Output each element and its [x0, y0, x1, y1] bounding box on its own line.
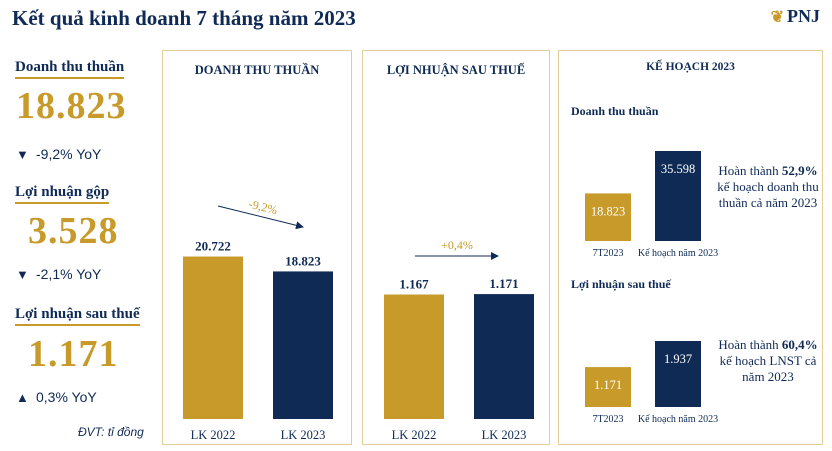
plan-net-profit-note: Hoàn thành 60,4% kế hoạch LNST cả năm 20…: [718, 337, 818, 384]
bar-value-label: 1.171: [594, 378, 622, 392]
bar: [474, 294, 534, 419]
brand-logo: ❦ PNJ: [771, 6, 820, 27]
category-label: 7T2023: [592, 414, 623, 425]
plan-revenue-title: Doanh thu thuần: [571, 104, 659, 118]
kpi-label-revenue: Doanh thu thuần: [15, 59, 125, 79]
plan-panel: KẾ HOẠCH 2023 Doanh thu thuần 18.823 7T20…: [558, 50, 823, 445]
kpi-change-gross-profit: ▼ -2,1% YoY: [16, 266, 102, 282]
category-label: 7T2023: [592, 248, 623, 259]
change-label: +0,4%: [441, 238, 473, 252]
bar: [655, 341, 701, 407]
bar-value-label: 1.937: [664, 352, 692, 366]
plan-net-profit-chart: 1.171 7T2023 1.937 Kế hoạch năm 2023: [585, 341, 718, 425]
bar-value-label: 18.823: [285, 253, 321, 268]
category-label: LK 2022: [191, 428, 236, 442]
change-label: -9,2%: [247, 197, 279, 218]
bar-value-label: 1.171: [489, 276, 518, 291]
down-triangle-icon: ▼: [16, 147, 29, 162]
category-label: LK 2023: [281, 428, 326, 442]
bar-value-label: 1.167: [399, 277, 429, 292]
kpi-label-net-profit: Lợi nhuận sau thuế: [15, 306, 140, 326]
plan-revenue-chart: 18.823 7T2023 35.598 Kế hoạch năm 2023: [585, 151, 718, 259]
down-triangle-icon: ▼: [16, 267, 29, 282]
kpi-column: Doanh thu thuần 18.823 ▼ -9,2% YoY Lợi nh…: [0, 50, 160, 445]
change-arrow: [217, 205, 304, 230]
bar: [655, 151, 701, 241]
net-profit-chart: +0,4% 1.167 LK 2022 1.171 LK 2023: [384, 238, 534, 442]
category-label: LK 2023: [482, 428, 527, 442]
kpi-change-net-profit: ▲ 0,3% YoY: [16, 389, 97, 405]
bar: [183, 256, 243, 419]
bar: [273, 271, 333, 419]
bar-value-label: 20.722: [195, 239, 231, 254]
revenue-panel-title: DOANH THU THUẦN: [194, 63, 320, 77]
kpi-value-net-profit: 1.171: [28, 333, 119, 375]
kpi-change-revenue: ▼ -9,2% YoY: [16, 146, 102, 162]
bar: [585, 193, 631, 241]
net-profit-panel: LỢI NHUẬN SAU THUẾ +0,4% 1.167 LK 2022 1.1…: [362, 50, 550, 445]
pnj-leaf-icon: ❦: [770, 8, 784, 26]
plan-panel-title: KẾ HOẠCH 2023: [646, 61, 735, 73]
category-label: LK 2022: [392, 428, 437, 442]
net-profit-panel-title: LỢI NHUẬN SAU THUẾ: [386, 63, 526, 77]
plan-revenue-note: Hoàn thành 52,9% kế hoạch doanh thu thuầ…: [717, 163, 819, 210]
bar: [585, 367, 631, 407]
bar-value-label: 35.598: [661, 162, 695, 176]
revenue-chart: -9,2% 20.722 LK 2022 18.823 LK 2023: [183, 197, 333, 442]
unit-note: ĐVT: tỉ đồng: [78, 425, 144, 439]
kpi-value-gross-profit: 3.528: [28, 210, 119, 252]
category-label: Kế hoạch năm 2023: [638, 414, 718, 425]
bar-value-label: 18.823: [591, 204, 625, 218]
revenue-panel: DOANH THU THUẦN -9,2% 20.722 LK 2022 18.82…: [162, 50, 352, 445]
category-label: Kế hoạch năm 2023: [638, 248, 718, 259]
bar: [384, 294, 444, 419]
up-triangle-icon: ▲: [16, 390, 29, 405]
kpi-label-gross-profit: Lợi nhuận gộp: [15, 184, 110, 204]
plan-net-profit-title: Lợi nhuận sau thuế: [571, 277, 671, 291]
page-title: Kết quả kinh doanh 7 tháng năm 2023: [12, 6, 356, 30]
logo-text: PNJ: [787, 6, 820, 26]
kpi-value-revenue: 18.823: [16, 85, 127, 127]
